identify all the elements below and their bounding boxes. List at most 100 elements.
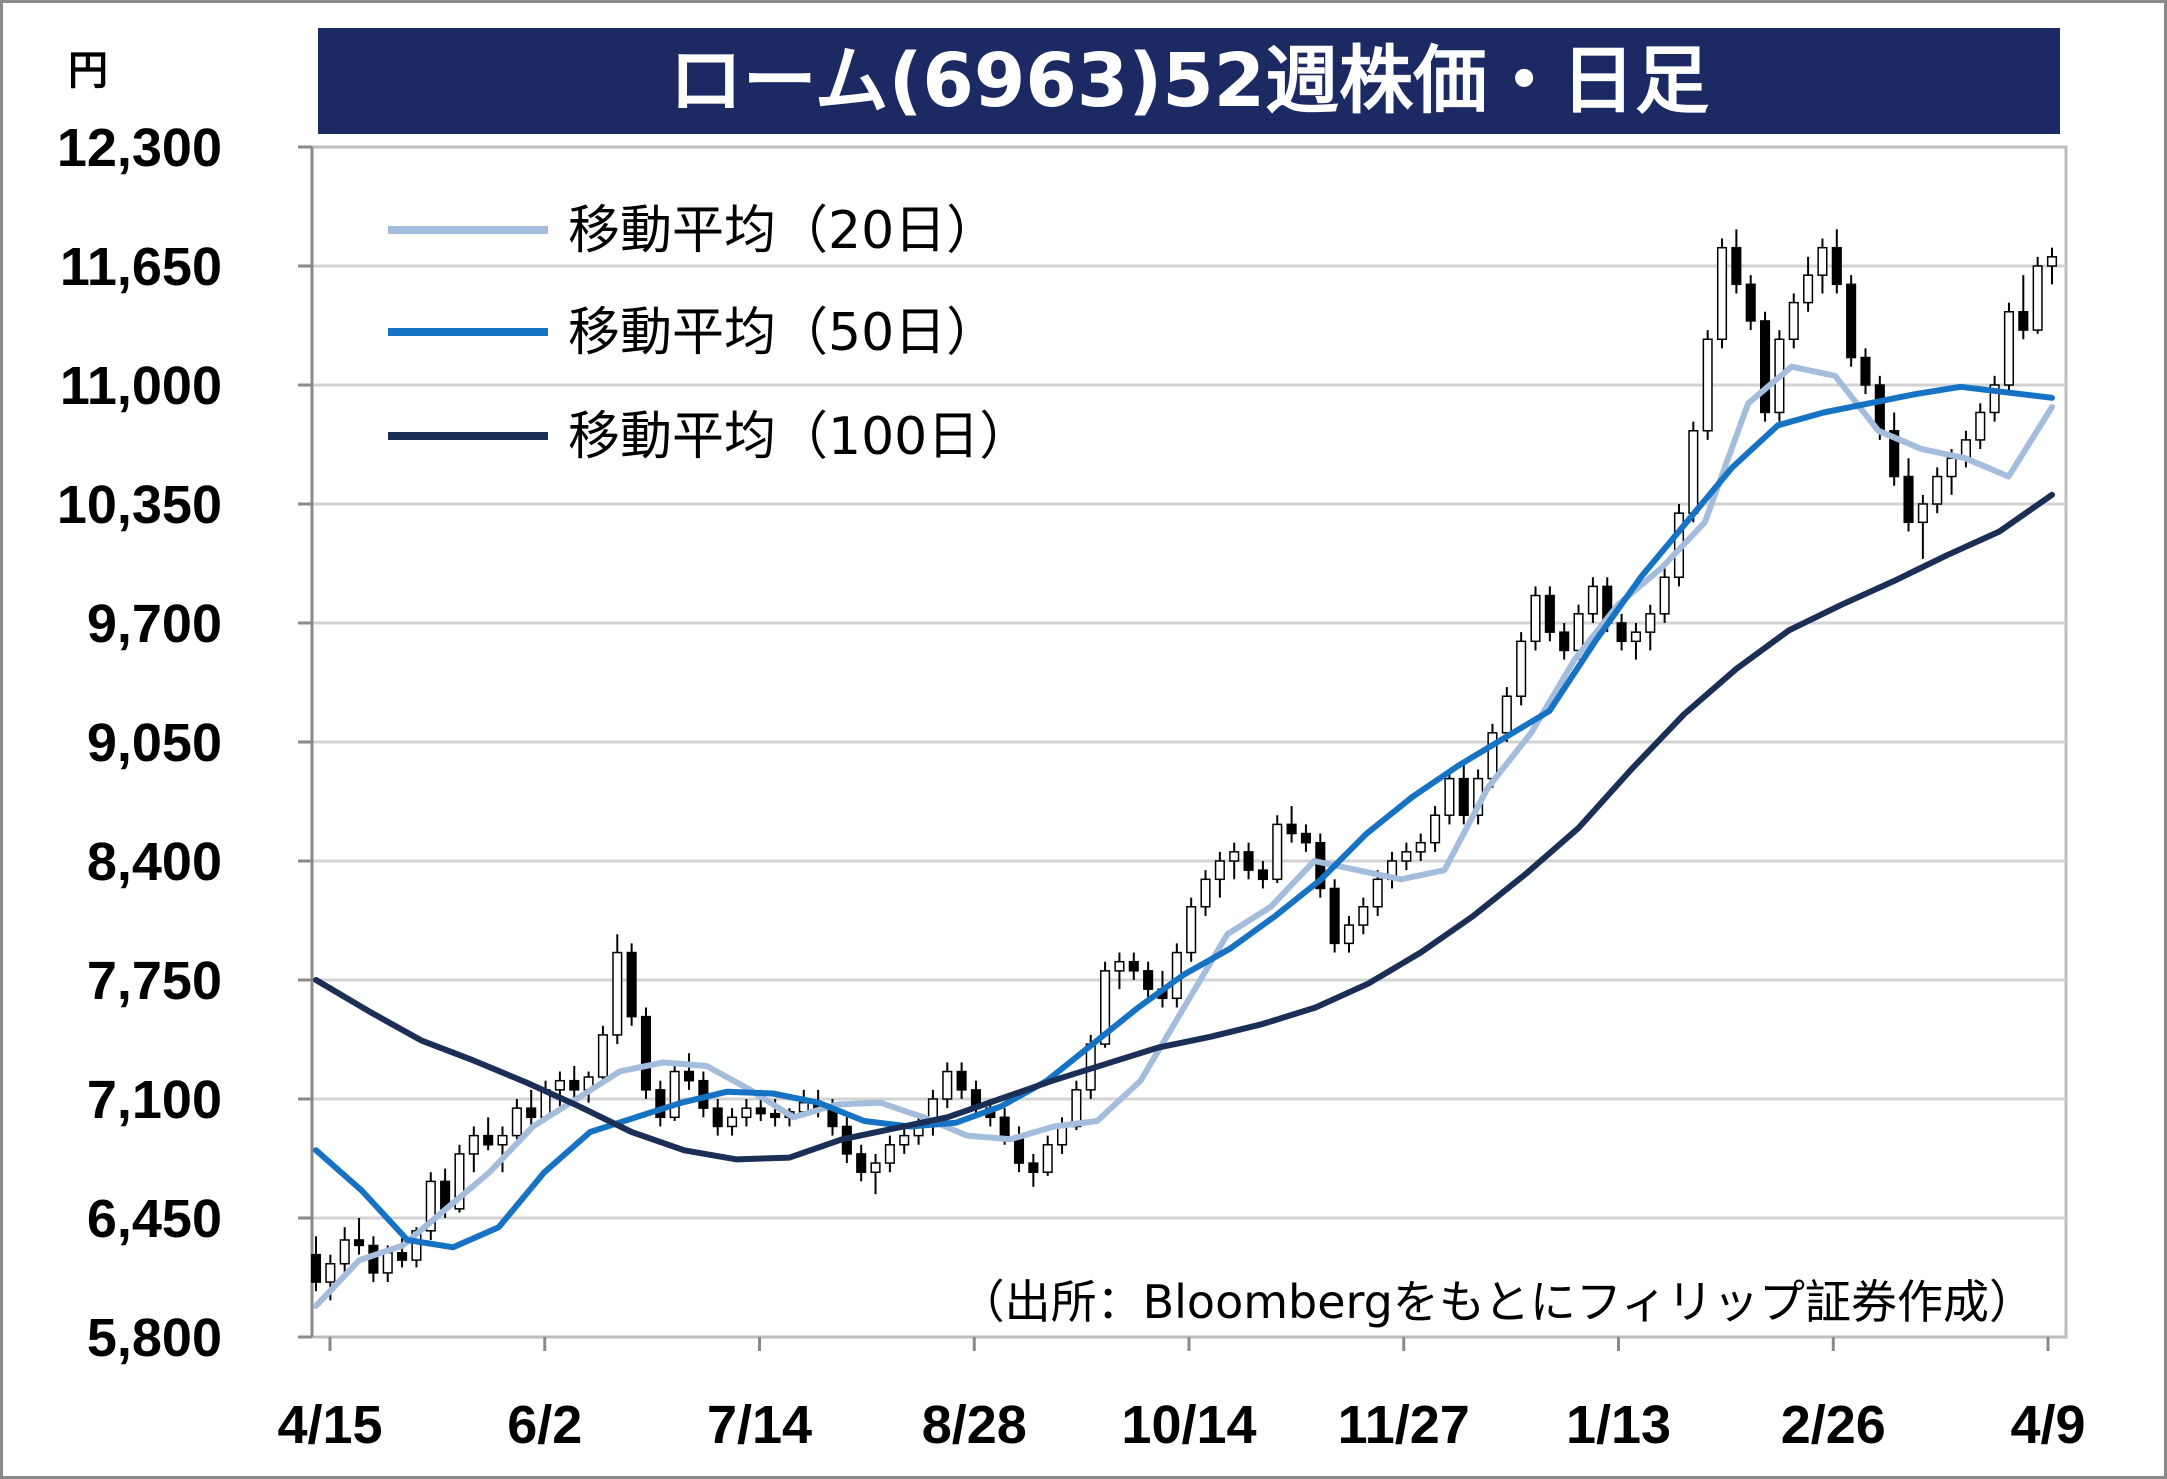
- candle-body: [1731, 246, 1742, 286]
- candle-body: [1688, 430, 1699, 514]
- candle-body: [1846, 283, 1857, 359]
- candle-body: [1645, 613, 1656, 633]
- candle-body: [1114, 960, 1125, 972]
- y-tick-label: 5,800: [87, 1308, 222, 1368]
- y-tick-label: 12,300: [57, 118, 222, 178]
- candle-body: [1358, 906, 1369, 926]
- candle-body: [597, 1034, 608, 1078]
- candle-body: [483, 1134, 494, 1146]
- candle-body: [1702, 338, 1713, 432]
- legend-label-ma50: 移動平均（50日）: [568, 303, 998, 363]
- x-tick-label: 8/28: [922, 1395, 1027, 1455]
- candle-body: [1975, 411, 1986, 441]
- candle-body: [1300, 832, 1312, 844]
- candlestick-series: [310, 229, 2058, 1301]
- candle-body: [1889, 430, 1900, 478]
- candle-body: [1516, 640, 1527, 697]
- candle-body: [956, 1070, 967, 1091]
- candle-body: [1917, 503, 1928, 524]
- candle-body: [870, 1162, 881, 1173]
- candle-body: [2003, 311, 2015, 386]
- candle-body: [1716, 246, 1728, 340]
- candle-body: [1128, 960, 1139, 972]
- candle-body: [1415, 841, 1426, 853]
- candle-body: [942, 1070, 953, 1100]
- moving-average-lines: [313, 363, 2055, 1309]
- y-tick-label: 7,100: [87, 1070, 222, 1130]
- candle-body: [310, 1253, 322, 1283]
- y-tick-label: 9,700: [87, 594, 222, 654]
- candle-body: [1200, 878, 1211, 908]
- candle-body: [770, 1112, 781, 1119]
- candle-body: [1616, 622, 1627, 643]
- candle-body: [1243, 851, 1254, 871]
- x-tick-label: 2/26: [1781, 1395, 1886, 1455]
- candle-body: [1874, 384, 1885, 432]
- candle-body: [741, 1107, 752, 1119]
- candle-body: [1587, 585, 1598, 615]
- y-tick-label: 9,050: [87, 713, 222, 773]
- candle-body: [1056, 1125, 1068, 1146]
- candle-body: [1559, 631, 1570, 652]
- candle-body: [1329, 887, 1340, 945]
- candle-body: [353, 1239, 365, 1247]
- candle-body: [554, 1079, 565, 1091]
- candle-body: [1989, 384, 2000, 414]
- candle-body: [1100, 970, 1111, 1045]
- candle-body: [655, 1089, 666, 1119]
- candle-body: [1257, 869, 1268, 881]
- candle-body: [1803, 274, 1814, 304]
- candle-body: [526, 1107, 537, 1119]
- moving-average-20-line: [313, 363, 2055, 1309]
- candle-body: [1544, 594, 1555, 633]
- candle-body: [1903, 475, 1914, 524]
- candle-body: [2018, 311, 2029, 331]
- source-note: （出所：Bloombergをもとにフィリップ証券作成）: [959, 1275, 2035, 1329]
- legend-label-ma100: 移動平均（100日）: [568, 407, 1031, 467]
- candle-body: [1946, 457, 1957, 478]
- candle-body: [899, 1134, 910, 1146]
- candle-body: [1272, 823, 1283, 881]
- chart-title: ローム(6963)52週株価・日足: [668, 38, 1710, 124]
- candle-body: [1530, 594, 1541, 643]
- candle-body: [640, 1015, 652, 1091]
- candle-body: [683, 1070, 695, 1082]
- x-tick-label: 7/14: [707, 1395, 812, 1455]
- x-tick-label: 4/15: [277, 1395, 382, 1455]
- candle-body: [1458, 777, 1469, 816]
- candle-body: [1860, 356, 1871, 386]
- candle-body: [1430, 814, 1441, 844]
- candle-body: [1932, 475, 1943, 505]
- moving-average-50-line: [313, 383, 2055, 1251]
- candle-body: [1286, 823, 1297, 835]
- candle-body: [497, 1134, 508, 1146]
- candle-body: [1372, 878, 1383, 908]
- candle-body: [1444, 777, 1455, 816]
- candle-body: [1214, 860, 1225, 881]
- candle-body: [511, 1107, 522, 1137]
- x-tick-label: 1/13: [1566, 1395, 1671, 1455]
- legend-label-ma20: 移動平均（20日）: [568, 201, 998, 261]
- candle-body: [339, 1239, 350, 1265]
- candle-body: [1573, 613, 1584, 652]
- y-tick-label: 10,350: [57, 475, 222, 535]
- candle-body: [999, 1116, 1010, 1137]
- y-tick-label: 11,650: [60, 237, 222, 297]
- candle-body: [397, 1252, 408, 1261]
- x-tick-label: 4/9: [2010, 1395, 2085, 1455]
- y-tick-label: 7,750: [87, 951, 222, 1011]
- candle-body: [712, 1107, 723, 1128]
- candle-body: [1028, 1162, 1039, 1173]
- candle-body: [1630, 631, 1641, 643]
- y-tick-label: 6,450: [87, 1189, 222, 1249]
- y-axis-unit: 円: [68, 48, 108, 94]
- candle-body: [325, 1263, 336, 1283]
- candle-body: [382, 1252, 393, 1274]
- moving-average-100-line: [313, 491, 2055, 1163]
- candle-body: [1042, 1144, 1053, 1173]
- y-tick-label: 8,400: [87, 832, 222, 892]
- x-tick-label: 11/27: [1338, 1395, 1470, 1455]
- candle-body: [884, 1144, 895, 1164]
- candle-body: [2032, 265, 2043, 331]
